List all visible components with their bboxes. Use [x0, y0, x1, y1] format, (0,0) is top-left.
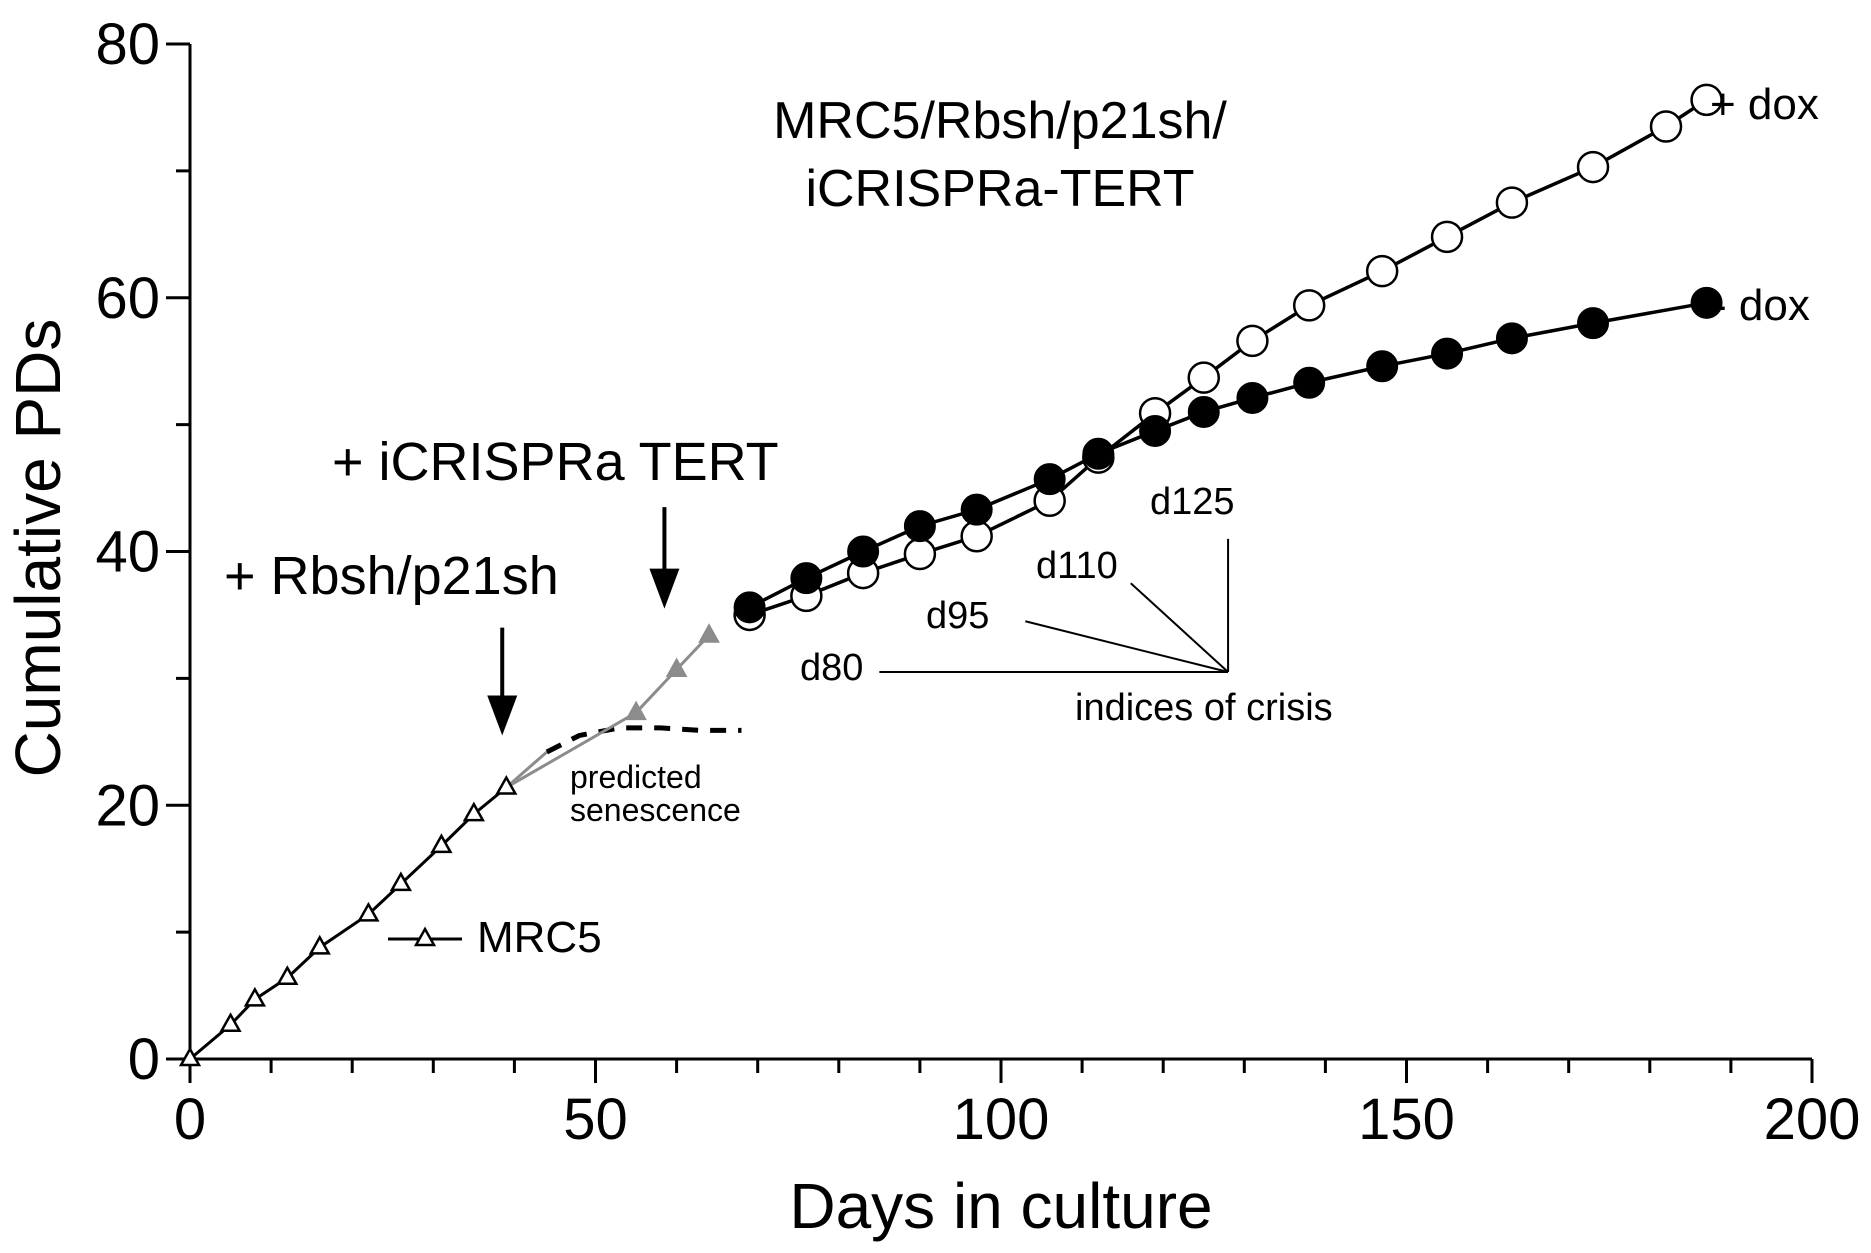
data-point — [462, 801, 485, 822]
crisis-line-d95 — [1025, 620, 1229, 674]
data-point — [1033, 463, 1066, 496]
data-point — [1082, 437, 1115, 470]
minus-dox-label: - dox — [1712, 281, 1810, 330]
mrc5-legend-marker — [413, 926, 437, 947]
crisis-line-d110 — [1130, 582, 1229, 673]
x-tick-label: 150 — [1358, 1087, 1455, 1152]
y-axis-label: Cumulative PDs — [2, 319, 74, 778]
data-point — [625, 700, 647, 721]
data-point — [178, 1046, 202, 1067]
series-line — [189, 786, 508, 1061]
data-point — [960, 520, 993, 553]
data-point — [243, 986, 267, 1007]
ticks — [166, 42, 1814, 1083]
annotation-lines — [388, 507, 1230, 947]
chart-title-line-2: iCRISPRa-TERT — [805, 160, 1194, 218]
data-point — [1430, 220, 1464, 254]
y-tick-label: 60 — [95, 266, 160, 331]
data-point — [1366, 350, 1399, 383]
predicted-senescence-start — [505, 750, 548, 789]
data-point — [219, 1012, 242, 1032]
data-point — [1690, 286, 1723, 319]
data-point — [733, 591, 766, 624]
data-point — [389, 871, 412, 892]
crisis-day-d125: d125 — [1150, 481, 1235, 523]
data-point — [960, 493, 993, 526]
series-line — [505, 634, 711, 789]
data-point — [665, 657, 688, 677]
data-point — [1495, 322, 1528, 355]
data-point — [698, 623, 720, 643]
y-tick-label: 20 — [95, 773, 160, 838]
data-point — [357, 901, 380, 922]
x-tick-label: 0 — [174, 1087, 206, 1152]
plus-dox-label: + dox — [1710, 80, 1819, 129]
data-point — [1431, 337, 1464, 370]
data-point — [495, 774, 518, 795]
series-line — [748, 301, 1707, 609]
x-tick-label: 100 — [953, 1087, 1050, 1152]
data-point — [1292, 289, 1326, 322]
data-point — [903, 510, 936, 543]
crisis-day-d80: d80 — [800, 647, 863, 689]
data-point — [308, 934, 331, 955]
data-point — [1495, 186, 1529, 219]
data-point — [1293, 366, 1326, 399]
markers — [178, 83, 1723, 1067]
tick-labels: 0 50 100 150 200 0 20 40 60 80 — [95, 12, 1860, 1152]
data-point — [1577, 307, 1610, 340]
x-tick-label: 50 — [563, 1087, 628, 1152]
data-point — [1236, 381, 1269, 414]
icrispra-tert-arrow-label: + iCRISPRa TERT — [332, 432, 779, 492]
data-point — [1576, 150, 1610, 184]
rbsh-p21sh-arrow-label: + Rbsh/p21sh — [224, 546, 559, 606]
data-point — [1187, 361, 1220, 394]
predicted-senescence-label-2: senescence — [570, 792, 741, 828]
data-point — [1690, 83, 1723, 117]
data-point — [1649, 110, 1683, 143]
data-point — [847, 535, 880, 568]
data-point — [1236, 324, 1269, 358]
y-tick-label: 80 — [95, 12, 160, 77]
arrow-head — [649, 568, 680, 609]
crisis-day-d110: d110 — [1036, 545, 1118, 587]
x-axis-label: Days in culture — [789, 1170, 1212, 1242]
crisis-day-d95: d95 — [926, 595, 989, 637]
arrow-head — [487, 695, 518, 736]
data-point — [790, 562, 823, 595]
data-point — [903, 537, 937, 571]
data-point — [1139, 414, 1172, 447]
x-tick-label: 200 — [1764, 1087, 1861, 1152]
y-tick-label: 0 — [128, 1027, 160, 1092]
predicted-senescence-label-1: predicted — [570, 759, 702, 795]
mrc5-legend-label: MRC5 — [477, 913, 602, 962]
data-point — [430, 833, 453, 854]
data-point — [1365, 254, 1399, 288]
crisis-label: indices of crisis — [1075, 687, 1333, 729]
data-point — [276, 965, 299, 986]
chart-title-line-1: MRC5/Rbsh/p21sh/ — [773, 92, 1227, 150]
predicted-senescence-curve — [545, 725, 742, 755]
data-point — [1187, 395, 1220, 428]
y-tick-label: 40 — [95, 520, 160, 585]
